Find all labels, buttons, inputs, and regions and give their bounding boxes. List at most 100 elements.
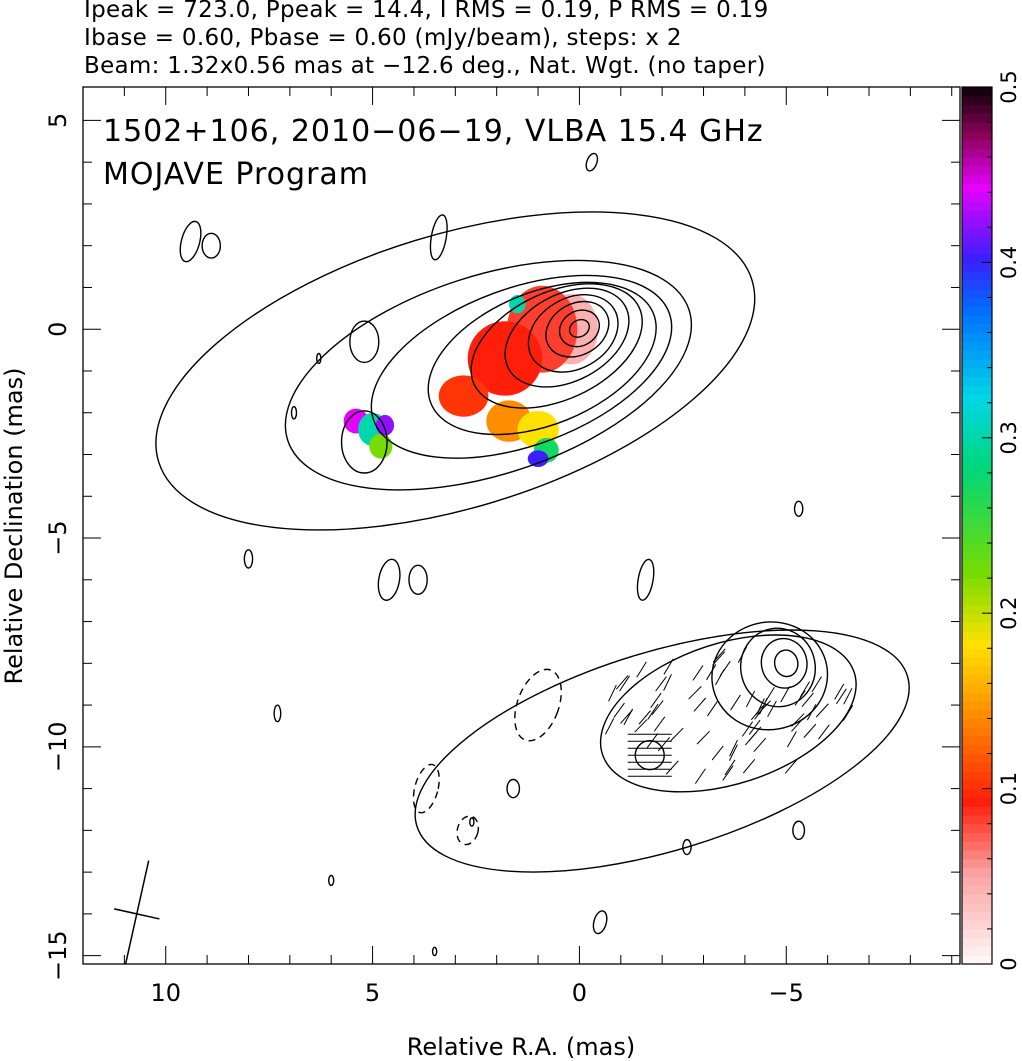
- colorbar-cell: [962, 157, 992, 167]
- evpa-tick: [780, 686, 791, 703]
- colorbar-cell: [962, 727, 992, 737]
- upper-island-contour-10: [340, 410, 388, 474]
- y-tick-label: 5: [44, 113, 72, 128]
- lower-island-contour-3: [682, 838, 692, 856]
- colorbar-cell: [962, 762, 992, 772]
- negative-contour-2: [456, 815, 480, 846]
- total-intensity-contours: [114, 152, 910, 964]
- evpa-tick: [694, 768, 706, 784]
- y-tick-label: 0: [44, 322, 72, 337]
- header-line-beam: Beam: 1.32x0.56 mas at −12.6 deg., Nat. …: [84, 53, 766, 79]
- evpa-tick: [730, 694, 741, 711]
- colorbar-cell: [962, 236, 992, 246]
- colorbar-cell: [962, 455, 992, 465]
- lower-contour-2: [599, 634, 857, 793]
- colorbar-cell: [962, 885, 992, 895]
- colorbar-cell: [962, 806, 992, 816]
- lower-island-contour-5: [793, 500, 804, 517]
- colorbar-cell: [962, 718, 992, 728]
- colorbar-cell: [962, 534, 992, 544]
- colorbar-cell: [962, 201, 992, 211]
- upper-contour-2: [284, 259, 693, 491]
- lower-contour-1: [414, 629, 910, 873]
- colorbar-cell: [962, 393, 992, 404]
- colorbar-frame: [961, 86, 993, 965]
- upper-island-contour-6: [243, 549, 254, 569]
- colorbar-cell: [962, 148, 992, 158]
- colorbar-cell: [962, 911, 992, 921]
- program-annotation: MOJAVE Program: [103, 157, 369, 192]
- evpa-tick: [729, 739, 738, 757]
- evpa-tick: [799, 681, 810, 698]
- evpa-tick: [818, 724, 830, 740]
- upper-contour-5: [470, 283, 643, 409]
- colorbar-cell: [962, 709, 992, 720]
- colorbar-cell: [962, 244, 992, 255]
- colorbar-cell: [962, 192, 992, 202]
- colorbar-cell: [962, 218, 992, 228]
- plot-frame: [82, 86, 961, 965]
- source-annotation: 1502+106, 2010−06−19, VLBA 15.4 GHz: [103, 114, 764, 149]
- colorbar-cell: [962, 832, 992, 842]
- colorbar-cell: [962, 323, 992, 334]
- colorbar-cell: [962, 464, 992, 474]
- pol-patch-11: [369, 433, 393, 459]
- lower-contour-4: [739, 627, 816, 708]
- colorbar-cell: [962, 613, 992, 623]
- upper-island-contour-7: [316, 352, 322, 365]
- colorbar-cell: [962, 753, 992, 763]
- colorbar-cell: [962, 227, 992, 237]
- colorbar-cell: [962, 797, 992, 807]
- x-tick-labels: 10 5 0 −5: [150, 979, 803, 1007]
- evpa-tick: [692, 665, 704, 681]
- lower-island-contour-2: [592, 910, 608, 935]
- colorbar-cell: [962, 735, 992, 746]
- colorbar-cell: [962, 595, 992, 606]
- upper-contour-8: [545, 300, 610, 358]
- colorbar-cell: [962, 920, 992, 930]
- colorbar-cell: [962, 621, 992, 632]
- colorbar-cell: [962, 262, 992, 272]
- colorbar-cell: [962, 481, 992, 492]
- colorbar-cell: [962, 648, 992, 658]
- evpa-tick: [655, 676, 667, 692]
- evpa-tick: [711, 745, 724, 761]
- lower-contour-3: [711, 621, 829, 731]
- colorbar-cell: [962, 779, 992, 790]
- header-line-base-levels: Ibase = 0.60, Pbase = 0.60 (mJy/beam), s…: [84, 25, 682, 51]
- y-tick-label: −10: [44, 722, 72, 773]
- upper-island-contour-1: [201, 232, 222, 259]
- evpa-tick: [638, 710, 651, 725]
- colorbar-cell: [962, 867, 992, 877]
- evpa-tick: [803, 723, 817, 738]
- lower-island-contour-0: [634, 740, 665, 771]
- colorbar-cell: [962, 288, 992, 299]
- y-tick-label: −5: [44, 520, 72, 555]
- colorbar-cell: [962, 893, 992, 904]
- evpa-tick: [653, 716, 666, 732]
- evpa-tick: [712, 651, 726, 666]
- colorbar-cell: [962, 700, 992, 711]
- evpa-tick: [665, 760, 679, 775]
- lower-island-contour-9: [431, 946, 438, 957]
- x-tick-label: 5: [365, 979, 380, 1007]
- upper-island-contour-5: [408, 564, 428, 595]
- colorbar-cell: [962, 955, 992, 965]
- lower-island-contour-1: [273, 704, 282, 723]
- colorbar-cell: [962, 358, 992, 369]
- evpa-tick: [634, 718, 648, 733]
- colorbar-cell: [962, 543, 992, 553]
- colorbar-cell: [962, 849, 992, 860]
- colorbar-cell: [962, 788, 992, 798]
- colorbar-cell: [962, 814, 992, 825]
- colorbar-cell: [962, 472, 992, 483]
- upper-island-contour-2: [429, 214, 448, 261]
- colorbar-cell: [962, 946, 992, 956]
- colorbar-cell: [962, 104, 992, 114]
- evpa-tick: [647, 703, 659, 720]
- axis-ticks: [82, 87, 960, 964]
- colorbar-cell: [962, 516, 992, 527]
- evpa-tick: [745, 690, 756, 708]
- colorbar-cell: [962, 429, 992, 439]
- evpa-tick: [811, 676, 822, 693]
